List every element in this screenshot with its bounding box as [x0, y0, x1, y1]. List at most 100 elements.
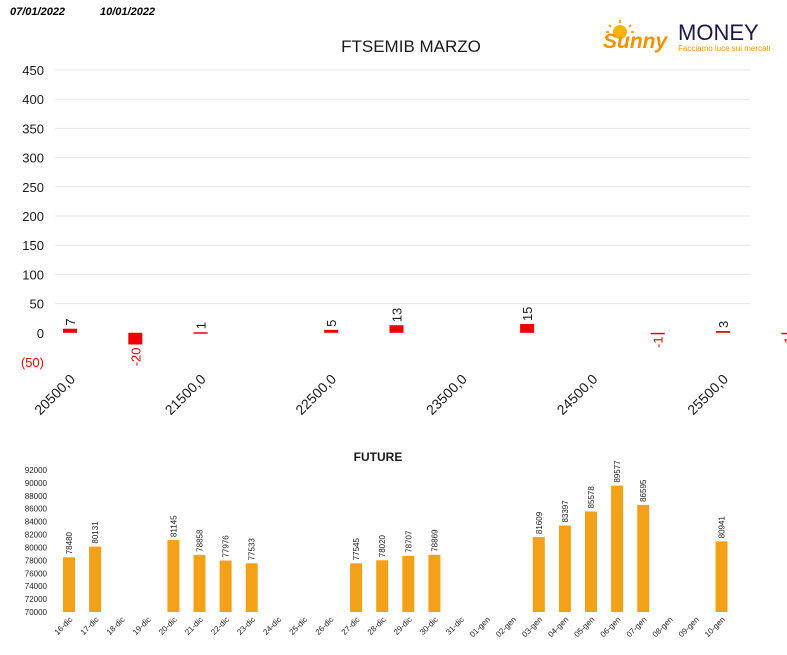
data-label: 83397 — [561, 500, 570, 523]
logo-tagline: Facciamo luce sui mercati — [678, 44, 771, 53]
y-tick-label: 88000 — [25, 492, 48, 501]
data-label: 7 — [63, 318, 78, 325]
y-tick-label: (50) — [21, 355, 44, 370]
bar — [428, 554, 441, 612]
y-tick-label: 76000 — [25, 569, 48, 578]
x-tick-label: 25500,0 — [684, 371, 731, 418]
bar — [89, 546, 102, 612]
data-label: 78869 — [430, 529, 439, 552]
x-tick-label: 16-dic — [53, 615, 75, 637]
bar — [402, 555, 415, 612]
x-tick-label: 05-gen — [572, 615, 596, 639]
bar — [63, 557, 75, 612]
data-label: 15 — [520, 307, 535, 321]
bar — [520, 324, 535, 333]
bar — [193, 332, 208, 334]
x-tick-label: 23500,0 — [423, 371, 470, 418]
bar — [781, 332, 787, 335]
bar — [611, 485, 624, 612]
data-label: -20 — [128, 347, 143, 366]
y-tick-label: 92000 — [25, 466, 48, 475]
x-tick-label: 03-gen — [520, 615, 544, 639]
data-label: 1 — [194, 322, 209, 329]
x-tick-label: 29-dic — [392, 615, 414, 637]
y-tick-label: 100 — [22, 267, 44, 282]
y-tick-label: 70000 — [25, 608, 48, 617]
data-label: 3 — [716, 321, 731, 328]
future-price-chart: FUTURE 70000 72000 74000 76000 78000 80000 820… — [25, 450, 728, 639]
y-tick-label: 84000 — [25, 518, 48, 527]
x-tick-label: 30-dic — [418, 615, 440, 637]
bar — [716, 331, 730, 333]
bar — [650, 332, 665, 335]
data-label: 77545 — [352, 538, 361, 561]
x-tick-label: 22500,0 — [292, 371, 339, 418]
date-end: 10/01/2022 — [100, 6, 156, 18]
x-tick-label: 09-gen — [677, 615, 701, 639]
x-tick-label: 10-gen — [703, 615, 727, 639]
bar — [245, 563, 258, 612]
bar — [167, 540, 180, 612]
x-tick-label: 24-dic — [261, 615, 283, 637]
x-tick-label: 18-dic — [105, 615, 127, 637]
data-label: 81609 — [535, 511, 544, 534]
x-tick-label: 04-gen — [546, 615, 570, 639]
y-tick-label: 400 — [22, 92, 44, 107]
x-tick-label: 20-dic — [157, 615, 179, 637]
x-tick-label: 24500,0 — [553, 371, 600, 418]
y-tick-label: 82000 — [25, 531, 48, 540]
x-tick-label: 02-gen — [494, 615, 518, 639]
data-label: 78480 — [65, 531, 74, 554]
data-label: -1 — [651, 336, 666, 348]
data-label: 78020 — [378, 534, 387, 557]
y-tick-label: 300 — [22, 151, 44, 166]
chart1-title: FTSEMIB MARZO — [341, 37, 481, 56]
bar — [558, 525, 571, 612]
bar — [63, 328, 77, 333]
bar — [637, 504, 650, 612]
y-tick-label: 74000 — [25, 582, 48, 591]
y-tick-label: 80000 — [25, 543, 48, 552]
y-tick-label: 50 — [30, 297, 44, 312]
y-tick-label: 250 — [22, 180, 44, 195]
data-label: -1 — [781, 336, 787, 348]
data-label: 80131 — [91, 521, 100, 544]
data-label: 77533 — [248, 538, 257, 561]
x-tick-label: 19-dic — [131, 615, 153, 637]
options-open-interest-chart: FTSEMIB MARZO (50) 0 50 100 150 200 250 300 350 4… — [21, 37, 787, 418]
y-tick-label: 72000 — [25, 595, 48, 604]
y-tick-label: 90000 — [25, 479, 48, 488]
logo-word-1: Sunny — [603, 30, 668, 53]
data-label: 81145 — [169, 515, 178, 537]
bar — [128, 332, 143, 345]
bar — [350, 563, 363, 612]
data-label: 5 — [324, 320, 339, 327]
y-tick-label: 200 — [22, 209, 44, 224]
y-tick-label: 450 — [22, 63, 44, 78]
x-tick-label: 31-dic — [444, 615, 466, 637]
sunny-money-logo: Sunny MONEY Facciamo luce sui mercati — [603, 20, 771, 53]
x-tick-label: 21500,0 — [162, 371, 209, 418]
y-tick-label: 0 — [37, 326, 44, 341]
x-tick-label: 25-dic — [288, 615, 310, 637]
y-tick-label: 78000 — [25, 556, 48, 565]
x-tick-label: 27-dic — [340, 615, 362, 637]
y-tick-label: 350 — [22, 121, 44, 136]
x-tick-label: 23-dic — [235, 615, 257, 637]
logo-word-2: MONEY — [678, 20, 759, 45]
x-tick-label: 21-dic — [183, 615, 205, 637]
bar — [532, 537, 545, 612]
data-label: 78707 — [404, 530, 413, 553]
data-label: 78858 — [196, 529, 205, 552]
x-tick-label: 06-gen — [599, 615, 623, 639]
x-tick-label: 01-gen — [468, 615, 492, 639]
data-label: 89577 — [613, 460, 622, 483]
data-label: 86595 — [639, 479, 648, 502]
bar — [585, 511, 597, 612]
bar — [193, 554, 206, 612]
bar — [715, 541, 728, 612]
chart2-title: FUTURE — [354, 450, 403, 464]
data-label: 85578 — [587, 486, 596, 509]
y-tick-label: 150 — [22, 238, 44, 253]
x-tick-label: 20500,0 — [31, 371, 78, 418]
